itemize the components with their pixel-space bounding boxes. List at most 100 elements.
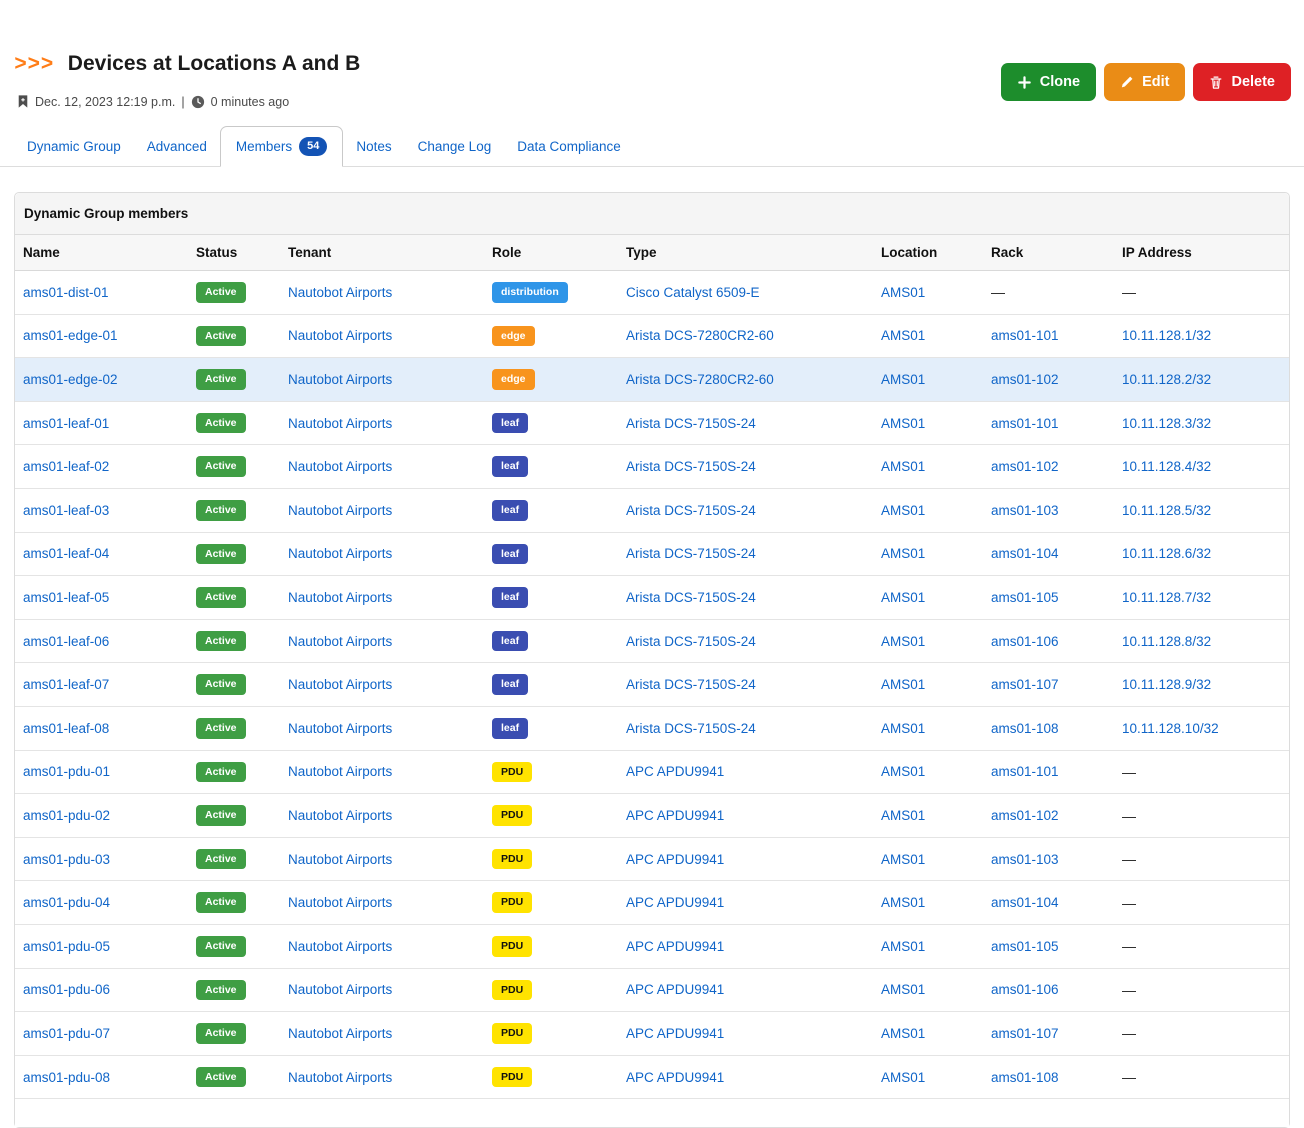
device-name-link[interactable]: ams01-leaf-02 — [23, 459, 109, 474]
device-type-link[interactable]: APC APDU9941 — [626, 982, 724, 997]
device-name-link[interactable]: ams01-leaf-05 — [23, 590, 109, 605]
ip-address-link[interactable]: 10.11.128.1/32 — [1122, 328, 1211, 343]
rack-link[interactable]: ams01-101 — [991, 328, 1059, 343]
device-name-link[interactable]: ams01-leaf-04 — [23, 546, 109, 561]
location-link[interactable]: AMS01 — [881, 416, 925, 431]
tab-dynamic-group[interactable]: Dynamic Group — [14, 126, 134, 167]
bookmark-icon[interactable] — [17, 94, 29, 109]
location-link[interactable]: AMS01 — [881, 764, 925, 779]
role-badge[interactable]: leaf — [492, 544, 528, 565]
rack-link[interactable]: ams01-104 — [991, 546, 1059, 561]
device-type-link[interactable]: APC APDU9941 — [626, 808, 724, 823]
tenant-link[interactable]: Nautobot Airports — [288, 1070, 392, 1085]
ip-address-link[interactable]: 10.11.128.9/32 — [1122, 677, 1211, 692]
location-link[interactable]: AMS01 — [881, 328, 925, 343]
clone-button[interactable]: Clone — [1001, 63, 1096, 101]
location-link[interactable]: AMS01 — [881, 590, 925, 605]
location-link[interactable]: AMS01 — [881, 546, 925, 561]
ip-address-link[interactable]: 10.11.128.3/32 — [1122, 416, 1211, 431]
location-link[interactable]: AMS01 — [881, 459, 925, 474]
device-name-link[interactable]: ams01-pdu-01 — [23, 764, 110, 779]
tenant-link[interactable]: Nautobot Airports — [288, 764, 392, 779]
role-badge[interactable]: leaf — [492, 631, 528, 652]
tenant-link[interactable]: Nautobot Airports — [288, 459, 392, 474]
delete-button[interactable]: Delete — [1193, 63, 1291, 101]
rack-link[interactable]: ams01-102 — [991, 459, 1059, 474]
tenant-link[interactable]: Nautobot Airports — [288, 895, 392, 910]
role-badge[interactable]: leaf — [492, 587, 528, 608]
device-type-link[interactable]: APC APDU9941 — [626, 1070, 724, 1085]
device-type-link[interactable]: Arista DCS-7150S-24 — [626, 546, 756, 561]
role-badge[interactable]: PDU — [492, 849, 532, 870]
tab-data-compliance[interactable]: Data Compliance — [504, 126, 634, 167]
device-name-link[interactable]: ams01-edge-01 — [23, 328, 118, 343]
tenant-link[interactable]: Nautobot Airports — [288, 503, 392, 518]
tenant-link[interactable]: Nautobot Airports — [288, 328, 392, 343]
device-type-link[interactable]: Arista DCS-7280CR2-60 — [626, 328, 774, 343]
tenant-link[interactable]: Nautobot Airports — [288, 372, 392, 387]
rack-link[interactable]: ams01-101 — [991, 416, 1059, 431]
tab-change-log[interactable]: Change Log — [405, 126, 505, 167]
tab-members[interactable]: Members54 — [220, 126, 344, 167]
rack-link[interactable]: ams01-104 — [991, 895, 1059, 910]
device-name-link[interactable]: ams01-pdu-03 — [23, 852, 110, 867]
role-badge[interactable]: leaf — [492, 456, 528, 477]
role-badge[interactable]: PDU — [492, 1067, 532, 1088]
location-link[interactable]: AMS01 — [881, 503, 925, 518]
role-badge[interactable]: PDU — [492, 936, 532, 957]
ip-address-link[interactable]: 10.11.128.8/32 — [1122, 634, 1211, 649]
device-name-link[interactable]: ams01-pdu-05 — [23, 939, 110, 954]
device-name-link[interactable]: ams01-leaf-01 — [23, 416, 109, 431]
device-name-link[interactable]: ams01-leaf-08 — [23, 721, 109, 736]
role-badge[interactable]: PDU — [492, 805, 532, 826]
device-type-link[interactable]: APC APDU9941 — [626, 764, 724, 779]
device-name-link[interactable]: ams01-dist-01 — [23, 285, 109, 300]
device-type-link[interactable]: Arista DCS-7150S-24 — [626, 416, 756, 431]
role-badge[interactable]: PDU — [492, 892, 532, 913]
tenant-link[interactable]: Nautobot Airports — [288, 546, 392, 561]
rack-link[interactable]: ams01-107 — [991, 1026, 1059, 1041]
role-badge[interactable]: PDU — [492, 1023, 532, 1044]
device-name-link[interactable]: ams01-pdu-04 — [23, 895, 110, 910]
device-name-link[interactable]: ams01-leaf-03 — [23, 503, 109, 518]
tenant-link[interactable]: Nautobot Airports — [288, 590, 392, 605]
device-type-link[interactable]: Cisco Catalyst 6509-E — [626, 285, 760, 300]
tenant-link[interactable]: Nautobot Airports — [288, 808, 392, 823]
device-type-link[interactable]: APC APDU9941 — [626, 939, 724, 954]
ip-address-link[interactable]: 10.11.128.7/32 — [1122, 590, 1211, 605]
device-name-link[interactable]: ams01-pdu-08 — [23, 1070, 110, 1085]
role-badge[interactable]: leaf — [492, 718, 528, 739]
tenant-link[interactable]: Nautobot Airports — [288, 285, 392, 300]
ip-address-link[interactable]: 10.11.128.4/32 — [1122, 459, 1211, 474]
role-badge[interactable]: distribution — [492, 282, 568, 303]
location-link[interactable]: AMS01 — [881, 1026, 925, 1041]
location-link[interactable]: AMS01 — [881, 939, 925, 954]
tab-advanced[interactable]: Advanced — [134, 126, 220, 167]
ip-address-link[interactable]: 10.11.128.6/32 — [1122, 546, 1211, 561]
rack-link[interactable]: ams01-108 — [991, 721, 1059, 736]
tenant-link[interactable]: Nautobot Airports — [288, 852, 392, 867]
location-link[interactable]: AMS01 — [881, 982, 925, 997]
rack-link[interactable]: ams01-107 — [991, 677, 1059, 692]
device-name-link[interactable]: ams01-pdu-02 — [23, 808, 110, 823]
rack-link[interactable]: ams01-102 — [991, 808, 1059, 823]
rack-link[interactable]: ams01-108 — [991, 1070, 1059, 1085]
rack-link[interactable]: ams01-105 — [991, 939, 1059, 954]
device-type-link[interactable]: Arista DCS-7150S-24 — [626, 459, 756, 474]
ip-address-link[interactable]: 10.11.128.10/32 — [1122, 721, 1219, 736]
location-link[interactable]: AMS01 — [881, 372, 925, 387]
location-link[interactable]: AMS01 — [881, 895, 925, 910]
device-type-link[interactable]: APC APDU9941 — [626, 852, 724, 867]
location-link[interactable]: AMS01 — [881, 852, 925, 867]
device-name-link[interactable]: ams01-edge-02 — [23, 372, 118, 387]
location-link[interactable]: AMS01 — [881, 1070, 925, 1085]
rack-link[interactable]: ams01-102 — [991, 372, 1059, 387]
location-link[interactable]: AMS01 — [881, 808, 925, 823]
device-type-link[interactable]: Arista DCS-7150S-24 — [626, 634, 756, 649]
tenant-link[interactable]: Nautobot Airports — [288, 1026, 392, 1041]
rack-link[interactable]: ams01-103 — [991, 852, 1059, 867]
device-name-link[interactable]: ams01-leaf-06 — [23, 634, 109, 649]
role-badge[interactable]: edge — [492, 326, 535, 347]
device-name-link[interactable]: ams01-pdu-07 — [23, 1026, 110, 1041]
location-link[interactable]: AMS01 — [881, 285, 925, 300]
